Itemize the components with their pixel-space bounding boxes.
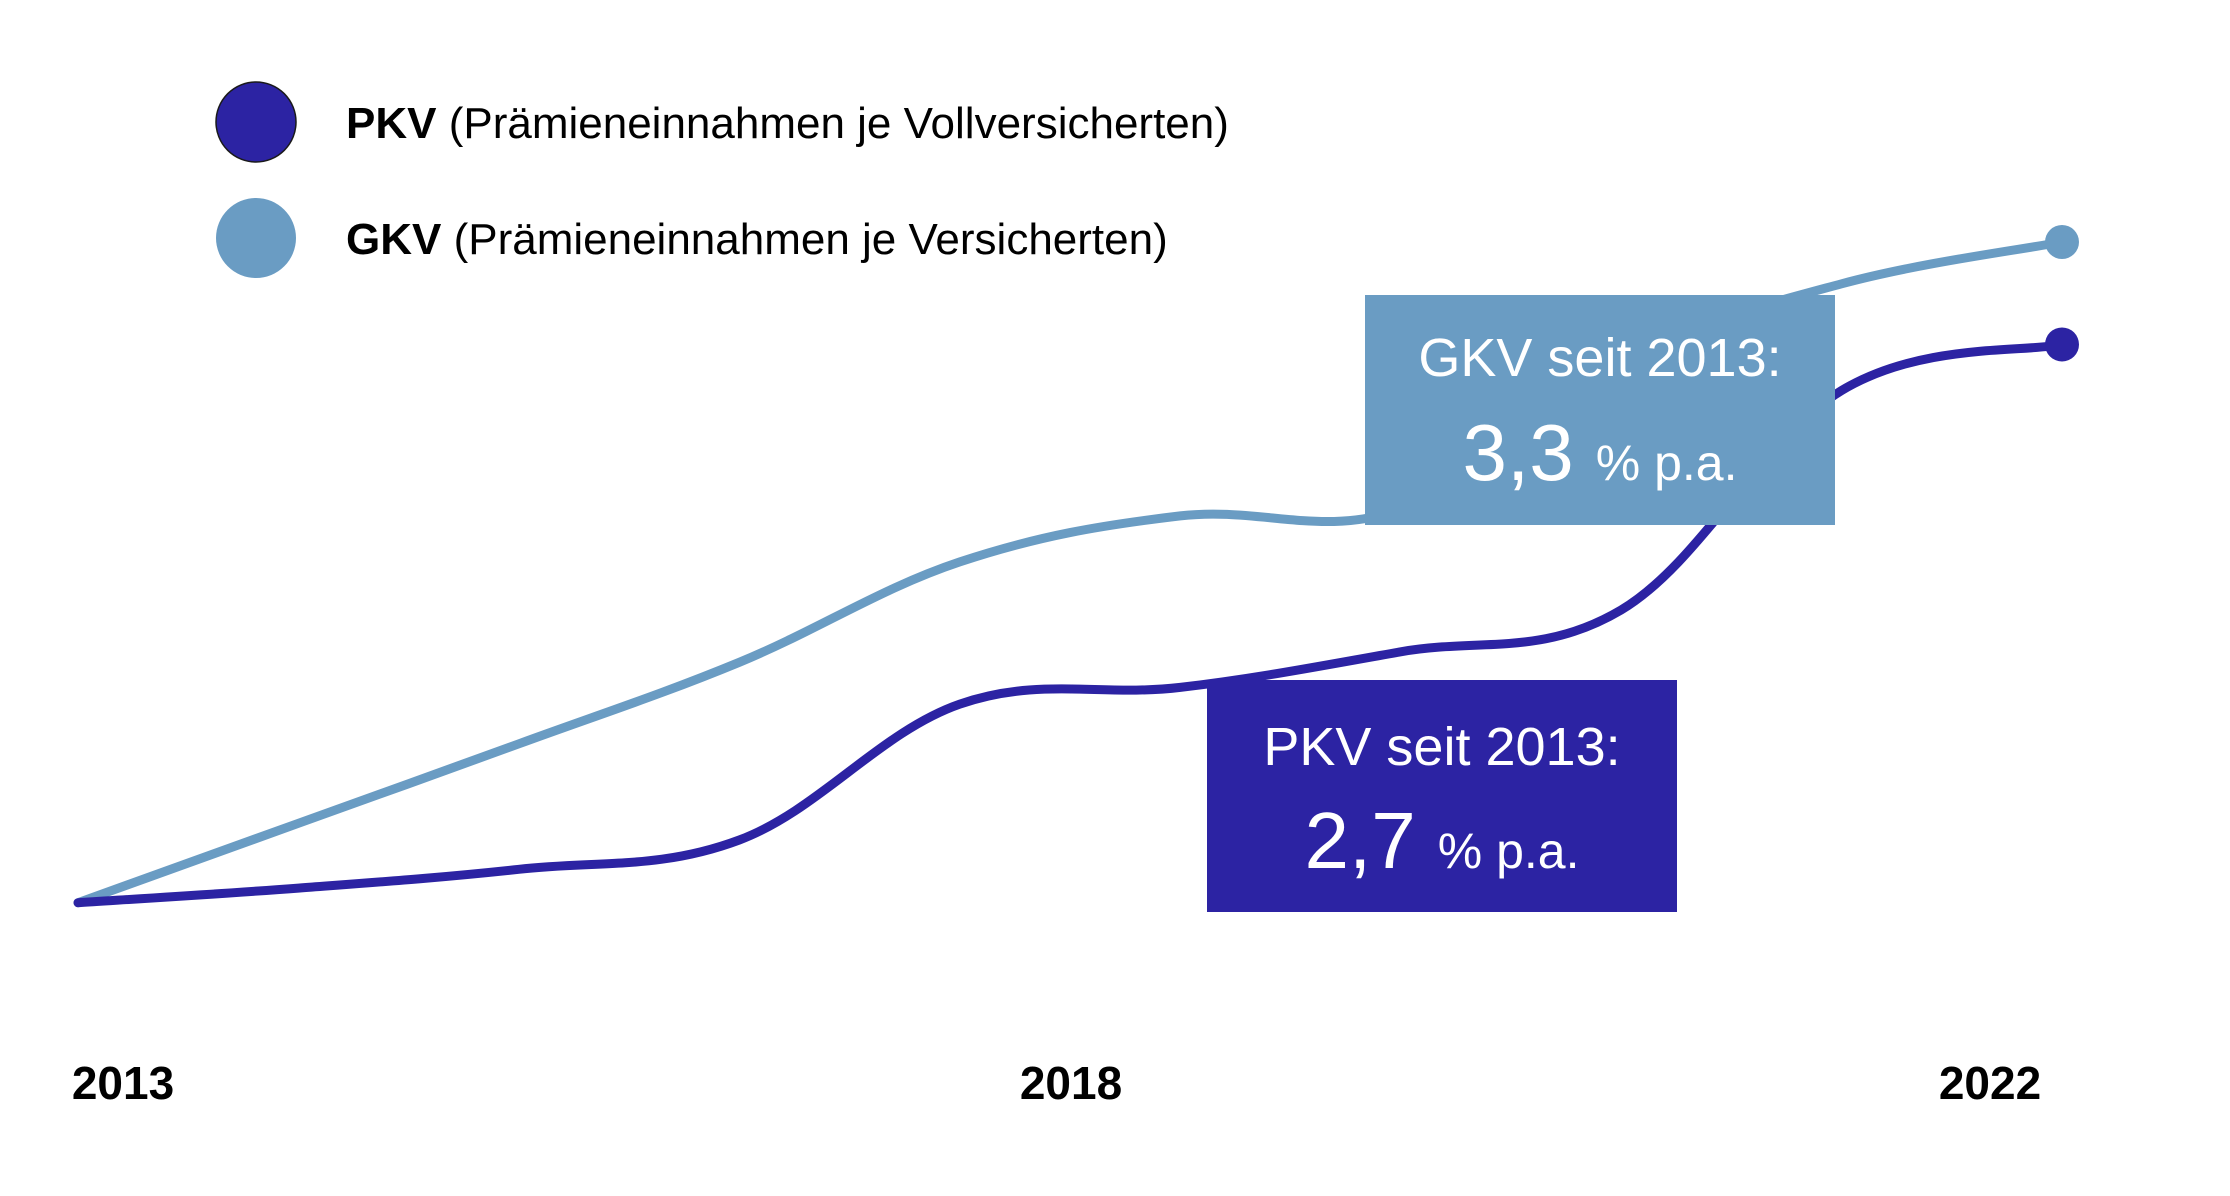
- legend-item-gkv: GKV (Prämieneinnahmen je Versicherten): [216, 198, 1168, 278]
- x-tick-label: 2022: [1939, 1057, 2041, 1109]
- annotation-box-pkv: [1207, 680, 1677, 912]
- legend-desc-pkv: (Prämieneinnahmen je Vollversicherten): [449, 99, 1229, 148]
- annotation-box-gkv: [1365, 295, 1835, 525]
- legend-marker-gkv: [216, 198, 296, 278]
- annotation-value-gkv: 3,3: [1463, 408, 1574, 497]
- legend-name-gkv: GKV: [346, 215, 442, 264]
- end-point-pkv: [2045, 327, 2079, 362]
- annotation-title-gkv: GKV seit 2013:: [1418, 328, 1781, 388]
- annotation-gkv: GKV seit 2013: 3,3 % p.a.: [1365, 295, 1835, 525]
- annotation-rate-gkv: 3,3 % p.a.: [1463, 408, 1738, 497]
- end-point-gkv: [2045, 225, 2079, 259]
- legend-item-pkv: PKV (Prämieneinnahmen je Vollversicherte…: [215, 81, 1229, 163]
- x-tick-label: 2013: [72, 1057, 174, 1109]
- legend-label-pkv: PKV (Prämieneinnahmen je Vollversicherte…: [346, 99, 1229, 148]
- legend-name-pkv: PKV: [346, 99, 437, 148]
- legend: PKV (Prämieneinnahmen je Vollversicherte…: [215, 81, 1229, 278]
- legend-marker-pkv: [215, 81, 297, 163]
- annotation-unit-pkv: % p.a.: [1438, 823, 1580, 879]
- legend-label-gkv: GKV (Prämieneinnahmen je Versicherten): [346, 215, 1168, 264]
- annotation-pkv: PKV seit 2013: 2,7 % p.a.: [1207, 680, 1677, 912]
- x-axis: 2013 2018 2022: [72, 1057, 2041, 1109]
- x-tick-label: 2018: [1020, 1057, 1122, 1109]
- legend-desc-gkv: (Prämieneinnahmen je Versicherten): [454, 215, 1168, 264]
- annotation-title-pkv: PKV seit 2013:: [1263, 717, 1620, 777]
- annotation-rate-pkv: 2,7 % p.a.: [1305, 796, 1580, 885]
- annotation-value-pkv: 2,7: [1305, 796, 1416, 885]
- annotation-unit-gkv: % p.a.: [1596, 435, 1738, 491]
